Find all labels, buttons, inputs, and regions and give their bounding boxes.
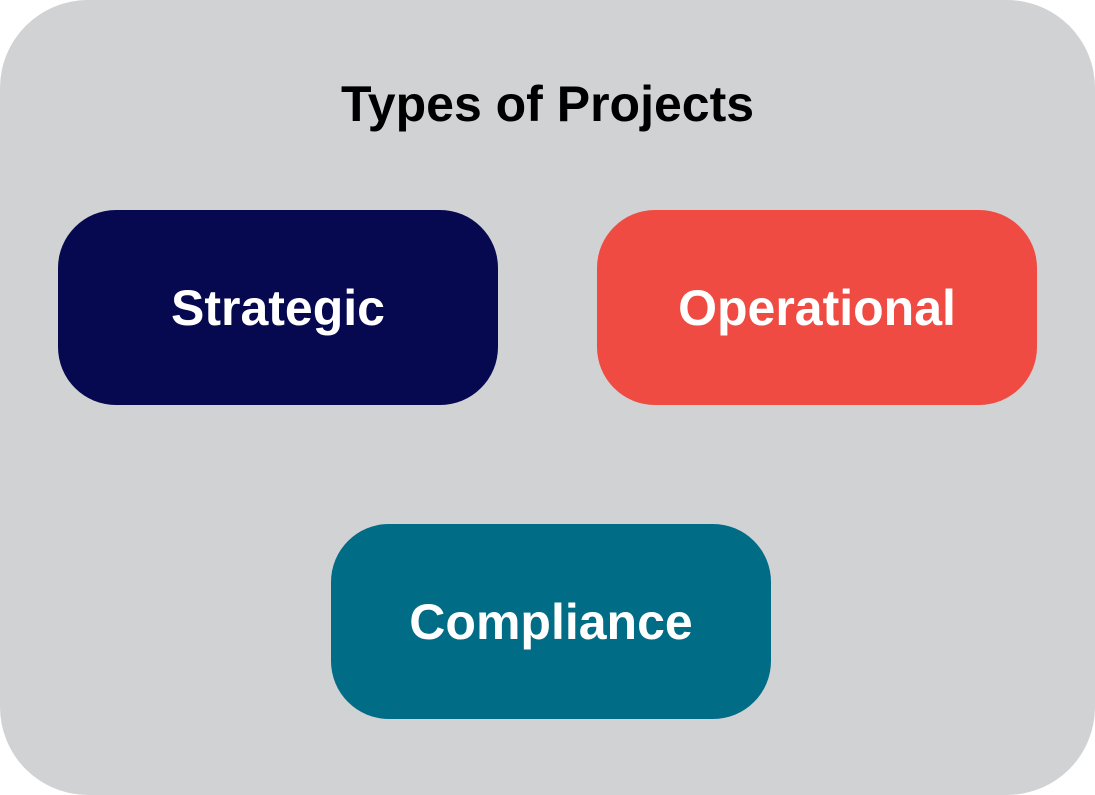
category-box-strategic: Strategic xyxy=(58,210,498,405)
category-label-compliance: Compliance xyxy=(409,593,693,650)
category-label-operational: Operational xyxy=(678,279,956,336)
diagram-title: Types of Projects xyxy=(340,76,755,132)
category-box-compliance: Compliance xyxy=(331,524,771,719)
category-box-operational: Operational xyxy=(597,210,1037,405)
category-label-strategic: Strategic xyxy=(171,279,385,336)
